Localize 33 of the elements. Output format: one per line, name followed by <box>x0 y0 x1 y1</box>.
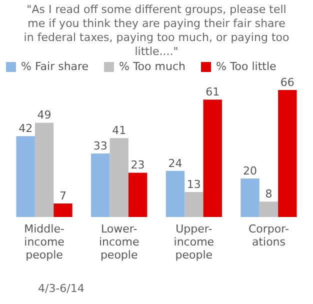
bar <box>34 122 54 217</box>
x-tick-label: Corpor-ations <box>248 222 289 248</box>
chart-subtitle: "As I read off some different groups, please tell me if you think they are paying their fair share in federal taxes, paying too much, or paying too little...." <box>24 3 290 58</box>
data-label: 33 <box>93 140 108 152</box>
x-tick-label: Upper-income people <box>174 222 214 262</box>
bar <box>128 172 148 217</box>
data-label: 66 <box>280 76 294 89</box>
bar <box>91 154 110 217</box>
bar <box>259 202 278 217</box>
data-label: 41 <box>112 124 126 138</box>
x-tick-label: Lower-income people <box>98 222 140 262</box>
bar <box>54 204 72 217</box>
bar <box>16 136 35 217</box>
bar <box>240 178 260 217</box>
data-label: 42 <box>18 122 33 136</box>
bar <box>166 170 185 217</box>
bar <box>110 138 128 217</box>
data-label: 49 <box>37 108 52 122</box>
data-label: 61 <box>206 86 220 99</box>
legend-label: % Too little <box>216 60 277 73</box>
x-tick-label: Middle-income people <box>24 222 65 262</box>
text: 4/3-6/14 <box>38 282 84 295</box>
bar <box>278 90 297 217</box>
data-label: 8 <box>265 188 272 201</box>
bar <box>203 100 222 217</box>
data-label: 24 <box>168 156 182 170</box>
data-label: 7 <box>59 190 66 203</box>
legend-label: % Too much <box>119 60 186 73</box>
data-label: 13 <box>186 178 201 191</box>
data-label: 23 <box>130 158 145 172</box>
data-label: 20 <box>243 164 258 178</box>
legend-label: % Fair share <box>21 60 89 73</box>
bar <box>184 192 204 217</box>
